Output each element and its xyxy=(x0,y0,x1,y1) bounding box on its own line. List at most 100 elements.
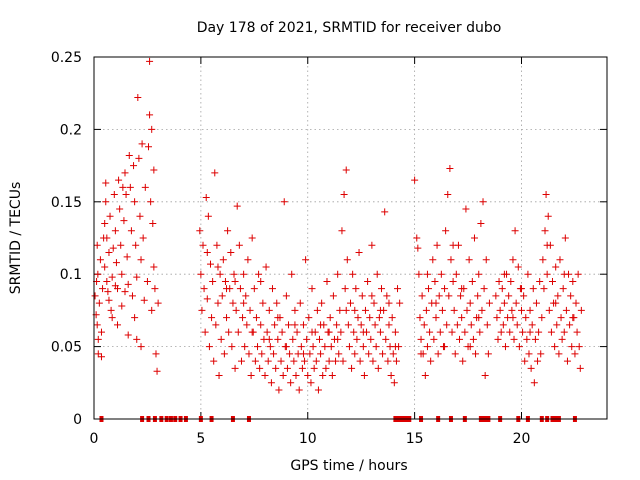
data-point xyxy=(572,299,580,307)
data-point xyxy=(263,328,271,336)
data-point xyxy=(267,379,275,387)
data-point xyxy=(542,191,550,199)
data-point xyxy=(140,296,148,304)
data-point xyxy=(553,321,561,329)
data-point xyxy=(103,234,111,242)
data-point xyxy=(246,306,254,314)
data-point xyxy=(543,241,551,249)
data-point xyxy=(265,335,273,343)
data-point xyxy=(535,328,543,336)
data-point xyxy=(449,277,457,285)
data-point xyxy=(373,270,381,278)
data-point xyxy=(146,57,154,65)
data-point xyxy=(543,270,551,278)
data-point xyxy=(382,335,390,343)
data-point xyxy=(137,256,145,264)
data-point xyxy=(343,256,351,264)
data-point xyxy=(364,277,372,285)
y-tick-label: 0.1 xyxy=(60,267,82,283)
data-point xyxy=(551,343,559,351)
data-point xyxy=(470,234,478,242)
data-point xyxy=(262,263,270,271)
data-point xyxy=(388,314,396,322)
data-point xyxy=(244,256,252,264)
data-point xyxy=(391,328,399,336)
data-point xyxy=(552,263,560,271)
data-point xyxy=(466,343,474,351)
data-point xyxy=(235,241,243,249)
data-point xyxy=(329,292,337,300)
data-point xyxy=(298,364,306,372)
data-point xyxy=(209,277,217,285)
data-point xyxy=(573,328,581,336)
x-axis-label: GPS time / hours xyxy=(290,458,407,474)
data-point xyxy=(250,285,258,293)
data-point xyxy=(435,292,443,300)
data-point xyxy=(96,256,104,264)
data-point xyxy=(462,205,470,213)
data-point xyxy=(341,285,349,293)
data-point xyxy=(265,306,273,314)
data-point xyxy=(124,280,132,288)
data-point xyxy=(233,202,241,210)
data-point xyxy=(307,379,315,387)
data-point xyxy=(143,277,151,285)
data-point xyxy=(110,191,118,199)
data-point xyxy=(314,386,322,394)
data-point xyxy=(552,299,560,307)
data-point xyxy=(313,306,321,314)
data-point xyxy=(522,314,530,322)
data-point xyxy=(102,198,110,206)
data-point xyxy=(240,299,248,307)
data-point xyxy=(111,282,119,290)
data-point xyxy=(423,343,431,351)
data-point xyxy=(302,256,310,264)
data-point xyxy=(153,367,161,375)
data-point xyxy=(339,357,347,365)
data-point xyxy=(322,364,330,372)
data-point xyxy=(425,285,433,293)
data-point xyxy=(353,335,361,343)
data-point xyxy=(463,306,471,314)
data-point xyxy=(457,292,465,300)
data-point xyxy=(448,328,456,336)
data-point xyxy=(255,270,263,278)
data-point xyxy=(292,372,300,380)
data-point xyxy=(152,350,160,358)
data-point xyxy=(203,248,211,256)
data-point xyxy=(359,328,367,336)
data-point xyxy=(106,212,114,220)
data-point xyxy=(247,372,255,380)
data-point xyxy=(282,343,290,351)
data-point xyxy=(214,263,222,271)
data-point xyxy=(217,335,225,343)
data-point xyxy=(417,350,425,358)
data-point xyxy=(372,343,380,351)
data-point xyxy=(387,372,395,380)
data-point xyxy=(480,285,488,293)
data-point xyxy=(518,306,525,314)
data-point xyxy=(122,191,130,199)
data-point xyxy=(261,372,269,380)
data-point xyxy=(344,321,352,329)
data-point xyxy=(576,364,584,372)
data-point xyxy=(274,314,282,322)
data-point xyxy=(221,277,229,285)
y-tick-label: 0.05 xyxy=(51,340,82,356)
data-point xyxy=(453,321,461,329)
data-point xyxy=(279,372,287,380)
data-point xyxy=(273,299,281,307)
data-point xyxy=(296,299,304,307)
data-point xyxy=(375,314,383,322)
data-point xyxy=(497,328,505,336)
data-point xyxy=(437,270,445,278)
x-tick-label: 15 xyxy=(406,431,424,447)
data-point xyxy=(340,191,348,199)
data-point xyxy=(312,357,320,365)
data-point xyxy=(478,306,486,314)
data-point xyxy=(236,285,244,293)
data-point xyxy=(540,285,548,293)
data-point xyxy=(468,277,476,285)
data-point xyxy=(508,306,516,314)
data-point xyxy=(325,357,333,365)
